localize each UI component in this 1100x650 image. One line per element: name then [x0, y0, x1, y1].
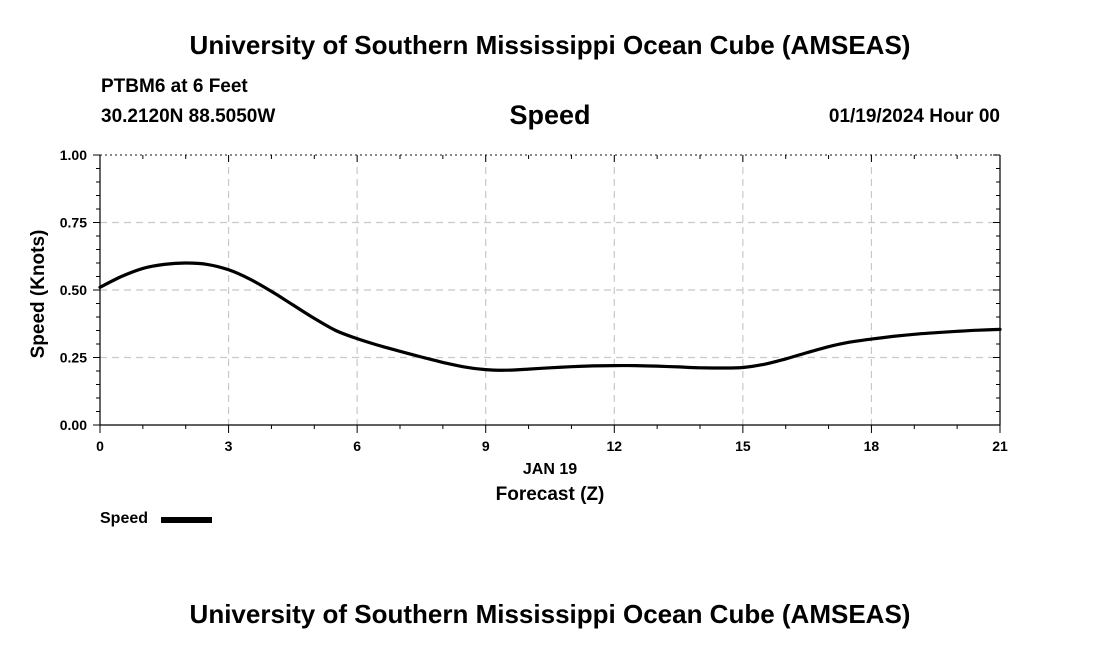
- x-tick-label: 12: [606, 438, 622, 454]
- x-axis-date-label: JAN 19: [523, 461, 577, 478]
- x-tick-label: 18: [864, 438, 880, 454]
- chart-title: Speed: [509, 100, 591, 130]
- y-tick-label: 0.75: [60, 215, 87, 231]
- x-tick-label: 15: [735, 438, 751, 454]
- page-title: University of Southern Mississippi Ocean…: [189, 30, 911, 60]
- station-name: PTBM6 at 6 Feet: [101, 76, 248, 97]
- station-coordinates: 30.2120N 88.5050W: [101, 106, 276, 127]
- y-tick-label: 0.50: [60, 282, 87, 298]
- x-tick-label: 3: [225, 438, 233, 454]
- forecast-datetime: 01/19/2024 Hour 00: [828, 106, 1000, 127]
- x-tick-label: 0: [96, 438, 104, 454]
- x-axis-title: Forecast (Z): [496, 484, 605, 505]
- x-tick-label: 6: [353, 438, 361, 454]
- y-tick-label: 1.00: [60, 147, 87, 163]
- series-line-speed: [98, 261, 1002, 372]
- x-tick-label: 9: [482, 438, 490, 454]
- legend-swatch-speed: [161, 517, 212, 523]
- legend-label-speed: Speed: [100, 510, 149, 527]
- y-tick-label: 0.00: [60, 417, 87, 433]
- y-axis-title: Speed (Knots): [28, 230, 49, 359]
- x-tick-label: 21: [992, 438, 1008, 454]
- footer-title: University of Southern Mississippi Ocean…: [189, 599, 911, 629]
- y-tick-label: 0.25: [60, 350, 87, 366]
